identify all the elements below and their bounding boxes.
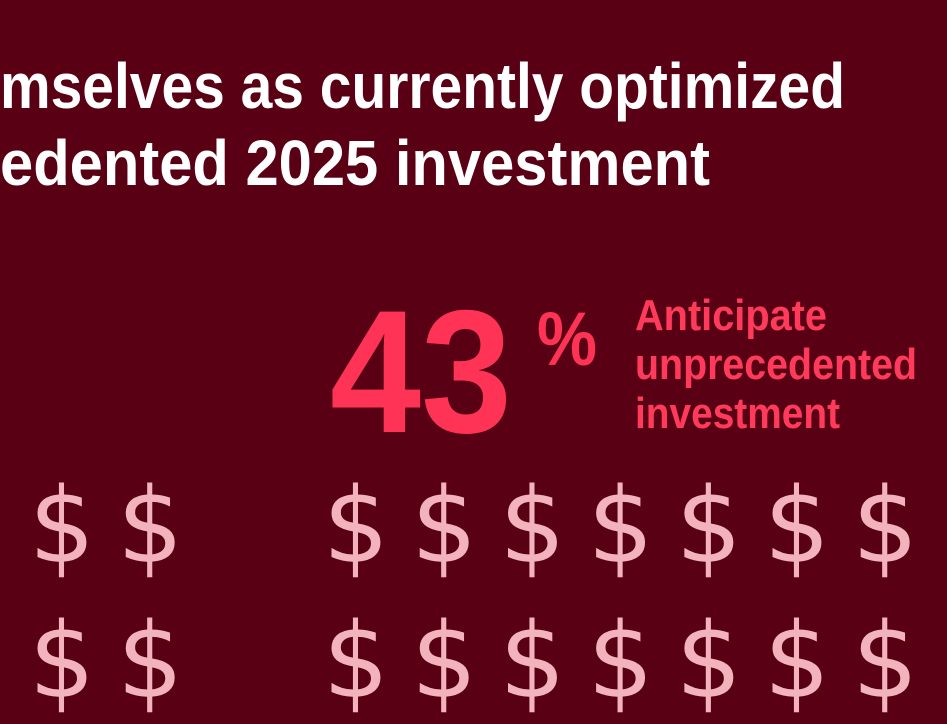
dollar-icon: $ [764,600,830,722]
stat-unit: % [537,297,597,382]
title-line: mselves as currently optimized [0,50,845,122]
title-line: edented 2025 investment [0,127,710,199]
dollar-icon: $ [29,600,95,722]
dollar-icon: $ [588,600,654,722]
dollar-icon: $ [117,600,183,722]
dollar-icon: $ [323,465,389,587]
dollar-icon: $ [411,600,477,722]
dollar-icon: $ [29,465,95,587]
dollar-icon: $ [499,600,565,722]
stat-label: investment [635,389,840,438]
stat-label: Anticipate [635,291,827,340]
dollar-icon: $ [117,465,183,587]
dollar-icon: $ [852,600,918,722]
dollar-icon: $ [676,600,742,722]
dollar-icon: $ [411,465,477,587]
stat-label: unprecedented [635,340,917,389]
dollar-icon: $ [499,465,565,587]
stat-value: 43 [330,275,512,470]
dollar-icon: $ [323,600,389,722]
dollar-icon: $ [764,465,830,587]
dollar-icon: $ [588,465,654,587]
dollar-icon: $ [676,465,742,587]
dollar-icon: $ [852,465,918,587]
